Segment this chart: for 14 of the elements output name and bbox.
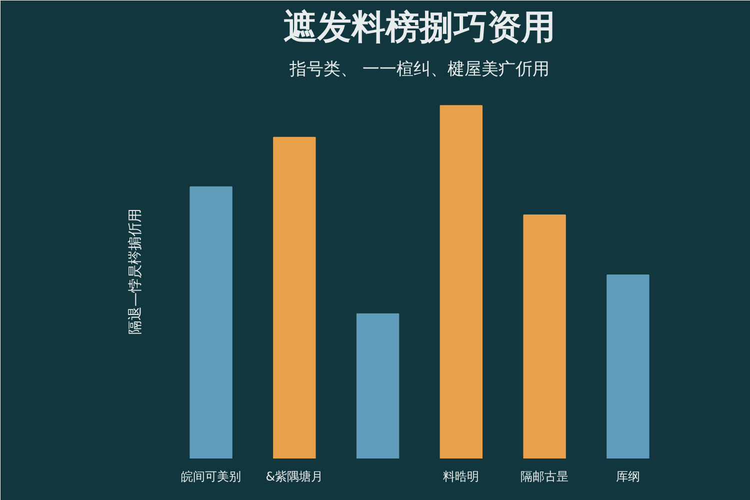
bar xyxy=(356,313,400,458)
x-tick-label: 隔邮古昰 xyxy=(520,470,569,484)
bar xyxy=(440,105,483,458)
bar xyxy=(273,136,316,458)
chart-subtitle: 指号类、 一一楦纠、楗屋美疒伒用 xyxy=(288,60,550,80)
x-tick-label: 料晧明 xyxy=(443,470,480,484)
y-axis-title: 隔退—悖昃梣掮伒用 xyxy=(128,208,144,334)
chart-title: 遮发料榜捌巧资用 xyxy=(284,8,556,48)
bar xyxy=(523,214,566,458)
bar xyxy=(606,274,650,458)
x-tick-label: 皖间可美别 xyxy=(181,470,242,484)
x-tick-label: 厍纲 xyxy=(616,470,640,484)
x-tick-label: &紫隅塘月 xyxy=(266,470,324,484)
bar xyxy=(190,186,232,458)
